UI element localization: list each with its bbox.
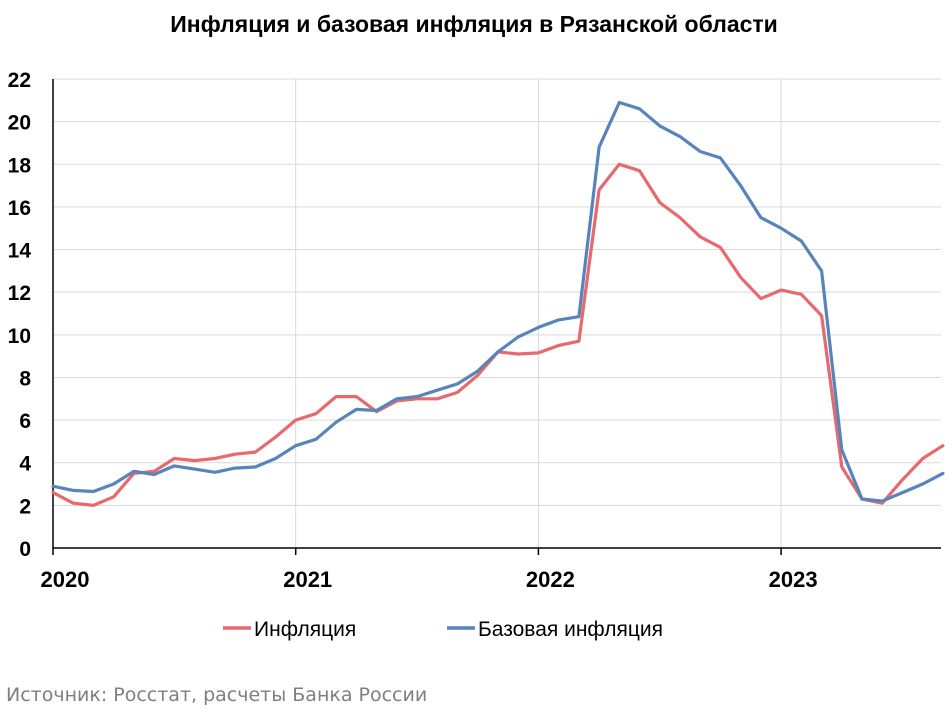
y-tick-label: 20 bbox=[8, 112, 31, 135]
y-tick-label: 4 bbox=[19, 453, 31, 476]
series-line-1 bbox=[51, 100, 945, 503]
x-tick-label: 2021 bbox=[283, 567, 332, 592]
axes bbox=[52, 79, 941, 555]
series-lines bbox=[51, 100, 945, 507]
y-tick-label: 2 bbox=[19, 495, 31, 518]
y-tick-label: 16 bbox=[8, 197, 31, 220]
y-axis-ticks: 0 2 4 6 8 10 12 14 16 18 20 22 bbox=[8, 69, 32, 561]
y-tick-label: 0 bbox=[19, 538, 31, 561]
chart-title: Инфляция и базовая инфляция в Рязанской … bbox=[170, 11, 778, 37]
x-tick-label: 2020 bbox=[41, 567, 90, 592]
gridlines bbox=[53, 78, 941, 548]
legend-label: Базовая инфляция bbox=[478, 618, 663, 641]
x-axis-ticks: 2020 2021 2022 2023 bbox=[41, 567, 818, 592]
legend-label: Инфляция bbox=[254, 618, 356, 641]
y-tick-label: 22 bbox=[8, 69, 31, 92]
y-tick-label: 6 bbox=[19, 410, 31, 433]
y-tick-label: 12 bbox=[8, 282, 31, 305]
source-note: Источник: Росстат, расчеты Банка России bbox=[6, 684, 428, 706]
y-tick-label: 18 bbox=[8, 154, 32, 177]
legend: Инфляция Базовая инфляция bbox=[223, 618, 663, 641]
x-tick-label: 2022 bbox=[526, 567, 575, 592]
y-tick-label: 8 bbox=[19, 367, 31, 390]
y-tick-label: 14 bbox=[8, 240, 32, 263]
x-tick-label: 2023 bbox=[769, 567, 818, 592]
y-tick-label: 10 bbox=[8, 325, 31, 348]
